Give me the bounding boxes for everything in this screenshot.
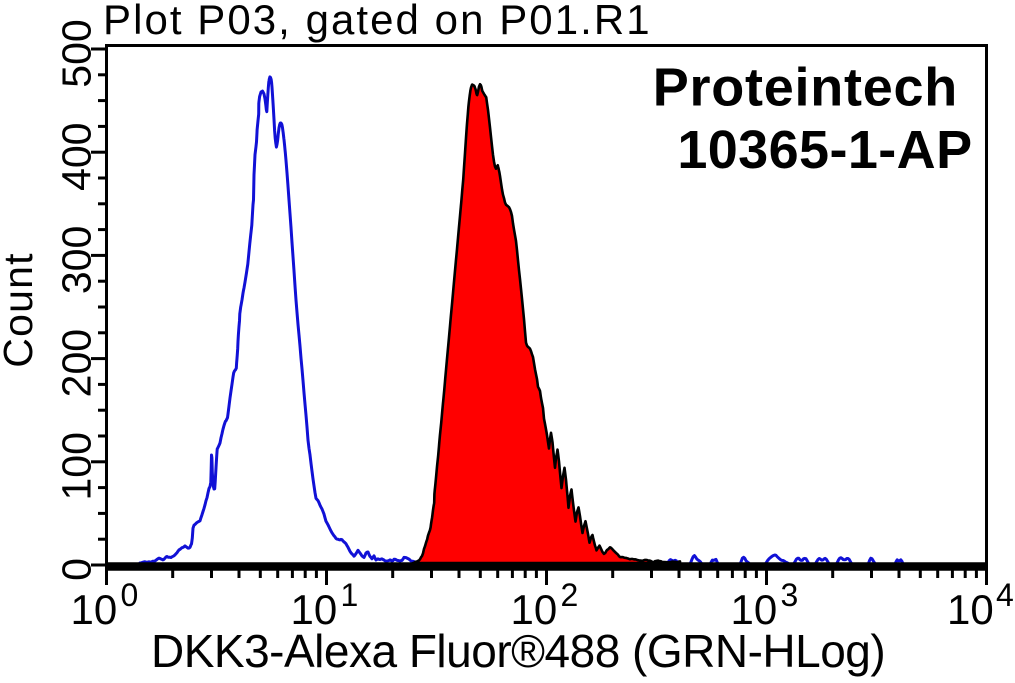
svg-text:400: 400	[54, 122, 100, 190]
svg-text:4: 4	[996, 577, 1014, 613]
svg-text:0: 0	[121, 577, 139, 613]
svg-text:10365-1-AP: 10365-1-AP	[677, 120, 972, 180]
svg-text:3: 3	[781, 577, 799, 613]
svg-text:10: 10	[947, 586, 994, 633]
svg-text:2: 2	[561, 577, 579, 613]
svg-text:10: 10	[731, 586, 778, 633]
svg-text:1: 1	[341, 577, 359, 613]
svg-text:Count: Count	[0, 252, 41, 367]
svg-text:10: 10	[71, 586, 118, 633]
svg-text:200: 200	[54, 329, 100, 397]
svg-text:Plot P03, gated on P01.R1: Plot P03, gated on P01.R1	[103, 0, 652, 43]
svg-text:100: 100	[54, 432, 100, 500]
svg-text:DKK3-Alexa Fluor®488 (GRN-HLog: DKK3-Alexa Fluor®488 (GRN-HLog)	[151, 625, 885, 677]
svg-text:Proteintech: Proteintech	[653, 58, 958, 118]
svg-text:10: 10	[511, 586, 558, 633]
svg-text:500: 500	[54, 19, 100, 87]
svg-text:300: 300	[54, 226, 100, 294]
svg-text:10: 10	[291, 586, 338, 633]
svg-text:0: 0	[54, 558, 100, 581]
